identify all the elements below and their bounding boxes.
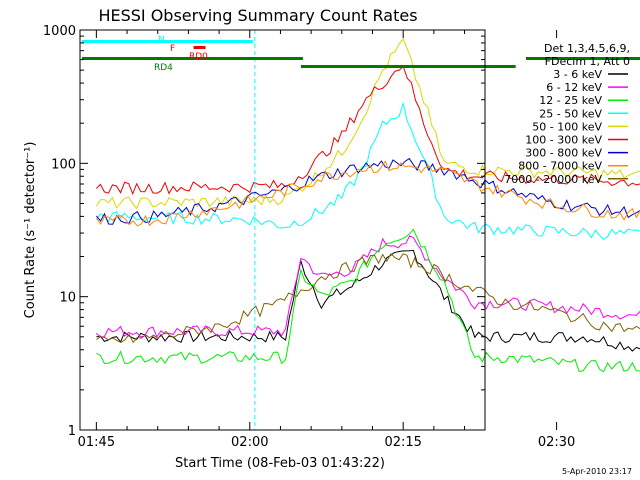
y-tick-label-2: 100 bbox=[51, 157, 76, 172]
legend-label-8: 7000 - 20000 keV bbox=[504, 173, 602, 186]
legend-label-1: 6 - 12 keV bbox=[546, 81, 602, 94]
y-tick-label-0: 1 bbox=[68, 424, 76, 439]
x-tick-label-3: 02:30 bbox=[538, 435, 575, 450]
legend-label-3: 25 - 50 keV bbox=[539, 107, 602, 120]
legend-header-1: FDecim 1, Att 0 bbox=[545, 55, 630, 68]
rd4-bar-1 bbox=[82, 57, 303, 60]
series-line-3 bbox=[96, 101, 640, 241]
n-bar-left bbox=[82, 40, 253, 43]
legend-label-2: 12 - 25 keV bbox=[539, 94, 602, 107]
f-bar bbox=[193, 46, 206, 49]
legend-label-4: 50 - 100 keV bbox=[532, 120, 602, 133]
series-line-5 bbox=[96, 65, 640, 196]
rd4-bar-3 bbox=[525, 57, 640, 60]
legend-label-0: 3 - 6 keV bbox=[553, 68, 602, 81]
bar-label-rd0: RD0 bbox=[189, 52, 208, 62]
chart-title: HESSI Observing Summary Count Rates bbox=[98, 6, 417, 25]
x-axis-label: Start Time (08-Feb-03 01:43:22) bbox=[175, 456, 385, 471]
series-line-4 bbox=[95, 38, 640, 210]
plot-frame bbox=[79, 29, 486, 431]
legend-label-5: 100 - 300 keV bbox=[525, 134, 602, 147]
bar-label-rd4: RD4 bbox=[154, 63, 173, 73]
series-line-2 bbox=[96, 228, 640, 373]
legend-label-7: 800 - 7000 keV bbox=[518, 160, 602, 173]
bar-label-n: N bbox=[158, 35, 165, 45]
bar-label-f: F bbox=[170, 44, 175, 54]
series-line-7 bbox=[95, 160, 640, 227]
x-tick-label-2: 02:15 bbox=[384, 435, 421, 450]
y-tick-label-3: 1000 bbox=[43, 24, 76, 39]
series-line-1 bbox=[96, 235, 640, 338]
legend: Det 1,3,4,5,6,9,FDecim 1, Att 03 - 6 keV… bbox=[504, 42, 630, 186]
legend-header-0: Det 1,3,4,5,6,9, bbox=[544, 42, 630, 55]
x-tick-label-0: 01:45 bbox=[78, 435, 115, 450]
footer-date: 5-Apr-2010 23:17 bbox=[562, 467, 632, 476]
series-line-6 bbox=[96, 157, 640, 225]
y-tick-label-1: 10 bbox=[59, 291, 76, 306]
rd4-bar-2 bbox=[300, 65, 516, 68]
series-line-0 bbox=[96, 249, 640, 352]
legend-label-6: 300 - 800 keV bbox=[525, 147, 602, 160]
x-tick-label-1: 02:00 bbox=[231, 435, 268, 450]
series-line-8 bbox=[96, 252, 640, 344]
y-axis-label: Count Rate (s⁻¹ detector⁻¹) bbox=[23, 142, 38, 319]
